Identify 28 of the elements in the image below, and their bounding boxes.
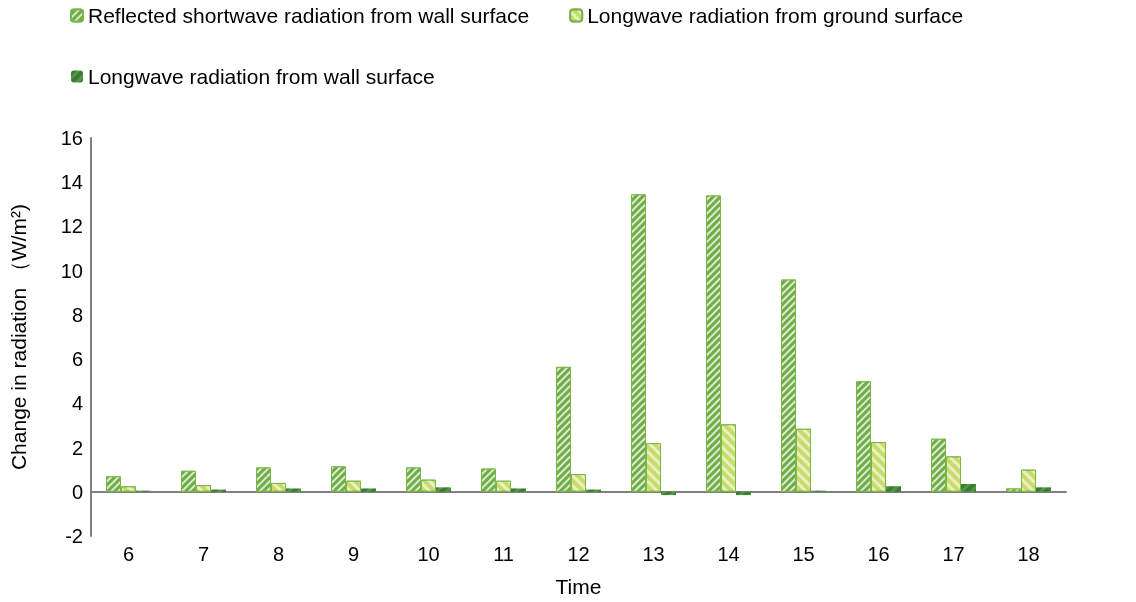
x-tick-label: 16 — [867, 543, 890, 565]
y-tick-label: -2 — [65, 525, 83, 547]
x-tick-label: 17 — [942, 543, 965, 565]
legend-label: Longwave radiation from wall surface — [88, 65, 435, 88]
x-tick-label: 8 — [272, 543, 285, 565]
x-tick-label: 9 — [347, 543, 360, 565]
y-tick-label: 14 — [60, 171, 83, 194]
x-tick-label: 15 — [792, 543, 815, 565]
y-tick-label: 10 — [60, 259, 83, 282]
y-tick-label: 8 — [71, 303, 83, 326]
x-tick-label: 10 — [417, 543, 440, 565]
x-tick-label: 14 — [717, 543, 740, 565]
y-tick-label: 0 — [71, 480, 83, 503]
x-tick-label: 7 — [197, 543, 210, 565]
y-tick-label: 2 — [71, 436, 83, 459]
x-tick-label: 6 — [122, 543, 135, 565]
x-tick-label: 13 — [642, 543, 665, 565]
x-tick-label: 18 — [1017, 543, 1040, 565]
y-tick-label: 16 — [60, 127, 83, 149]
y-tick-label: 4 — [71, 392, 83, 415]
y-tick-label: 12 — [60, 215, 83, 238]
y-tick-label: 6 — [71, 348, 83, 371]
legend-label: Reflected shortwave radiation from wall surface — [88, 4, 530, 27]
y-axis-title: Change in radiation （W/m²) — [7, 203, 30, 471]
legend-label: Longwave radiation from ground surface — [587, 4, 964, 27]
x-axis-title: Time — [555, 575, 602, 598]
x-tick-label: 12 — [567, 543, 590, 565]
x-tick-label: 11 — [493, 543, 514, 565]
